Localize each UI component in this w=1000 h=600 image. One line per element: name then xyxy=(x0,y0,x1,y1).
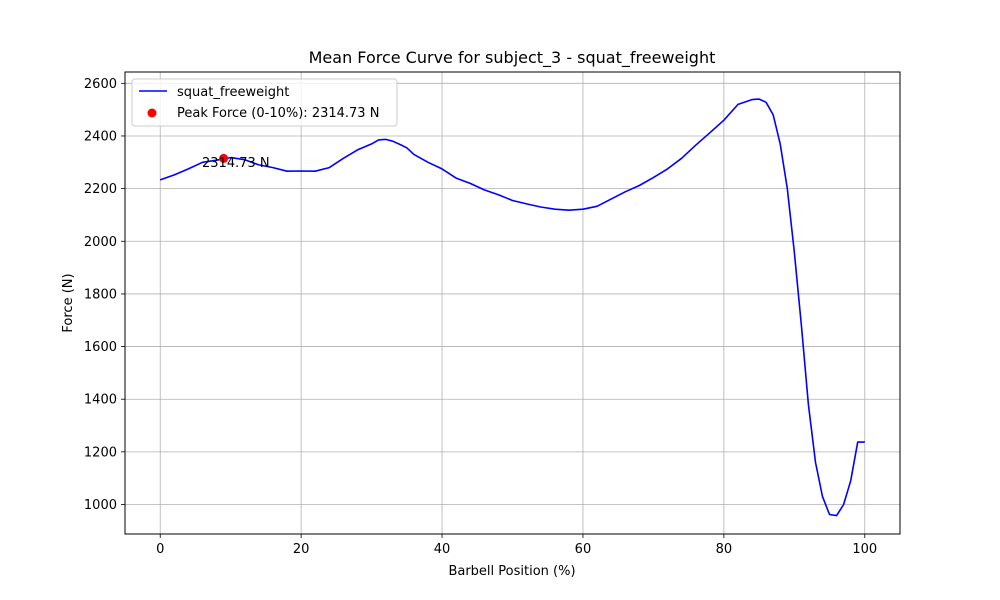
legend: squat_freeweight Peak Force (0-10%): 231… xyxy=(131,78,398,127)
y-tick-label: 2400 xyxy=(84,129,117,144)
y-tick-label: 1200 xyxy=(84,445,117,460)
y-tick-label: 1000 xyxy=(84,498,117,513)
axis-ticks: 0 20 40 60 80 100 1000 1200 1400 1600 1800 2000 2200… xyxy=(84,77,877,557)
chart-title: Mean Force Curve for subject_3 - squat_f… xyxy=(309,48,716,68)
x-tick-label: 20 xyxy=(293,542,310,557)
x-tick-label: 0 xyxy=(156,542,164,557)
legend-series-label: squat_freeweight xyxy=(177,85,289,100)
y-tick-label: 1800 xyxy=(84,287,117,302)
legend-peak-label: Peak Force (0-10%): 2314.73 N xyxy=(177,106,379,121)
x-tick-label: 40 xyxy=(434,542,451,557)
y-tick-label: 1400 xyxy=(84,393,117,408)
y-tick-label: 2600 xyxy=(84,77,117,92)
y-tick-label: 2200 xyxy=(84,182,117,197)
grid-lines xyxy=(125,72,900,534)
x-tick-label: 60 xyxy=(575,542,592,557)
legend-box xyxy=(131,78,398,127)
x-axis-label: Barbell Position (%) xyxy=(448,564,575,579)
x-tick-label: 80 xyxy=(716,542,733,557)
series-layer xyxy=(159,98,865,517)
legend-peak-swatch xyxy=(147,108,157,118)
x-tick-label: 100 xyxy=(852,542,877,557)
y-tick-label: 2000 xyxy=(84,235,117,250)
y-axis-label: Force (N) xyxy=(61,273,76,332)
plot-frame xyxy=(124,71,901,535)
peak-annotation: 2314.73 N xyxy=(202,156,270,171)
y-tick-label: 1600 xyxy=(84,340,117,355)
series-line-squat_freeweight xyxy=(159,98,865,517)
peak-marker xyxy=(219,153,229,163)
